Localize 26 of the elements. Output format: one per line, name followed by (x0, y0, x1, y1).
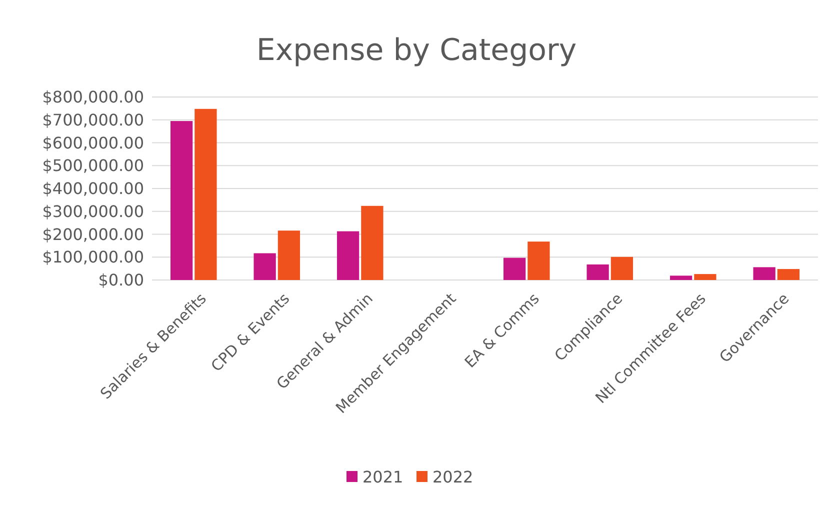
y-tick-label: $400,000.00 (42, 179, 144, 198)
y-tick-label: $200,000.00 (42, 224, 144, 244)
y-tick-label: $600,000.00 (42, 133, 144, 152)
legend-label: 2021 (362, 468, 404, 487)
bar (278, 230, 300, 280)
y-tick-label: $100,000.00 (42, 248, 144, 267)
bar (170, 121, 193, 280)
y-tick-label: $500,000.00 (42, 156, 144, 176)
bar (586, 264, 609, 280)
bar (777, 269, 800, 280)
bar (694, 274, 716, 280)
bar (336, 231, 360, 280)
y-tick-label: $700,000.00 (42, 110, 144, 130)
bar (670, 276, 692, 280)
bar (528, 242, 550, 280)
bar (254, 253, 276, 280)
bar (753, 267, 776, 280)
chart-title: Expense by Category (256, 33, 577, 68)
y-tick-label: $300,000.00 (42, 202, 144, 221)
y-tick-label: $0.00 (98, 270, 144, 290)
y-tick-label: $800,000.00 (42, 88, 144, 107)
legend-label: 2022 (432, 468, 474, 487)
bar (361, 206, 384, 280)
bar (503, 258, 526, 280)
bar (194, 108, 217, 280)
bar (610, 256, 634, 280)
